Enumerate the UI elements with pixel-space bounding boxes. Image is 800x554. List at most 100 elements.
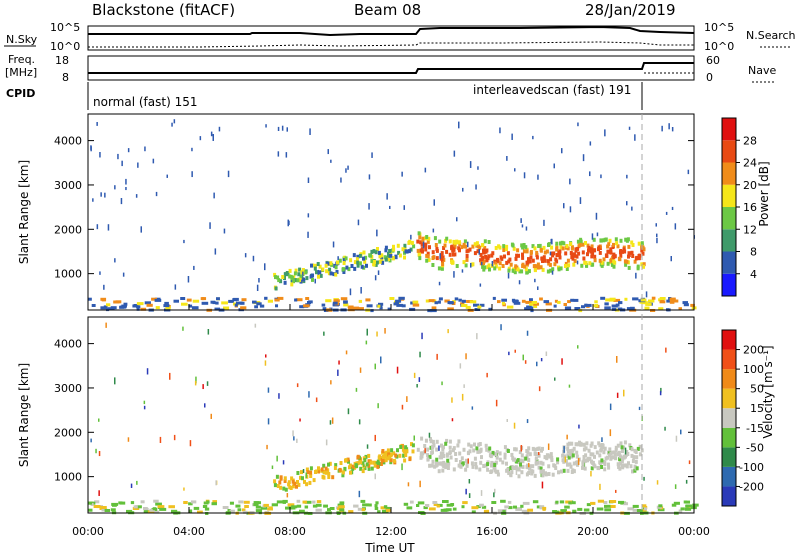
power-scatter-cell	[309, 128, 311, 135]
power-ground-cell	[214, 307, 221, 311]
vel-echo-cell	[288, 485, 292, 490]
vel-ground-cell	[204, 507, 210, 511]
colorbar-tick-label: -200	[739, 480, 764, 493]
vel-band-cell	[603, 462, 607, 467]
power-scatter-cell	[563, 203, 565, 209]
vel-band-cell	[429, 439, 433, 444]
power-echo-cell	[342, 270, 346, 274]
power-band-cell	[535, 253, 539, 257]
vel-band-cell	[509, 473, 513, 478]
power-echo-cell	[293, 271, 297, 276]
power-scatter-cell	[596, 232, 599, 237]
power-band-cell	[481, 264, 485, 269]
vel-scatter-cell	[465, 353, 467, 360]
vel-echo-cell	[317, 469, 320, 474]
power-echo-cell	[318, 270, 322, 275]
vel-ground-cell	[658, 504, 663, 508]
vel-band-cell	[572, 461, 576, 466]
vel-band-cell	[527, 458, 531, 462]
power-band-cell	[571, 256, 575, 261]
vel-ground-cell	[338, 505, 345, 509]
vel-scatter-cell	[547, 443, 550, 450]
power-echo-cell	[294, 278, 298, 283]
power-echo-cell	[347, 267, 351, 272]
colorbar-tick-label: 50	[750, 383, 764, 396]
power-echo-cell	[401, 247, 405, 252]
vel-echo-cell	[305, 467, 309, 472]
vel-band-cell	[586, 456, 590, 461]
vel-scatter-cell	[506, 419, 508, 423]
power-ground-cell	[365, 298, 371, 302]
vel-scatter-cell	[127, 437, 130, 442]
vel-scatter-cell	[345, 350, 348, 355]
power-scatter-cell	[152, 158, 155, 164]
power-band-cell	[448, 239, 452, 244]
power-scatter-cell	[628, 126, 631, 130]
vel-scatter-cell	[416, 384, 418, 388]
power-ground-cell	[325, 299, 332, 303]
vel-band-cell	[602, 450, 606, 455]
vel-echo-cell	[322, 470, 326, 474]
nsky-tick-top: 10^5	[50, 21, 80, 34]
y-tick-label: 1000	[54, 471, 82, 484]
vel-ground-cell	[627, 507, 635, 511]
power-band-cell	[463, 239, 467, 244]
vel-ground-cell	[586, 503, 591, 507]
power-ground-cell	[645, 302, 652, 306]
power-band-cell	[619, 253, 623, 258]
vel-band-cell	[606, 462, 610, 467]
power-scatter-cell	[345, 168, 347, 173]
vel-echo-cell	[355, 464, 359, 468]
power-band-cell	[617, 256, 621, 261]
vel-echo-cell	[347, 459, 350, 464]
vel-band-cell	[574, 442, 578, 447]
vel-echo-cell	[386, 455, 390, 460]
power-band-cell	[458, 240, 461, 245]
power-band-cell	[512, 246, 516, 251]
vel-band-cell	[524, 456, 528, 461]
power-band-cell	[640, 248, 644, 253]
colorbar-segment	[722, 140, 736, 163]
vel-band-cell	[525, 472, 529, 477]
power-band-cell	[572, 252, 576, 257]
vel-scatter-cell	[538, 386, 541, 392]
power-band-cell	[623, 249, 627, 254]
vel-band-cell	[445, 453, 449, 458]
power-ground-cell	[274, 298, 280, 302]
power-echo-cell	[299, 274, 303, 279]
power-echo-cell	[392, 244, 395, 249]
power-band-cell	[606, 261, 610, 266]
vel-band-cell	[576, 442, 580, 447]
power-ground-cell	[233, 297, 239, 301]
vel-band-cell	[509, 465, 513, 470]
vel-ground-cell	[304, 500, 312, 504]
vel-ground-cell	[380, 506, 387, 510]
power-band-cell	[609, 247, 613, 252]
power-scatter-cell	[174, 284, 177, 290]
power-band-cell	[421, 238, 425, 243]
power-ground-cell	[492, 296, 496, 300]
power-ground-cell	[110, 306, 117, 310]
vel-band-cell	[593, 445, 597, 450]
vel-band-cell	[513, 457, 517, 462]
vel-band-cell	[442, 462, 446, 467]
vel-scatter-cell	[584, 442, 586, 450]
power-band-cell	[506, 251, 510, 256]
vel-echo-cell	[314, 470, 317, 474]
vel-ground-cell	[623, 502, 629, 506]
vel-ground-cell	[361, 508, 366, 512]
power-echo-cell	[341, 267, 345, 272]
power-band-cell	[435, 256, 439, 261]
vel-band-cell	[494, 460, 498, 465]
vel-band-cell	[590, 441, 594, 446]
power-ground-cell	[140, 307, 147, 311]
vel-ground-cell	[375, 501, 379, 505]
power-ground-cell	[396, 303, 403, 307]
power-scatter-cell	[553, 163, 555, 169]
power-ground-cell	[106, 303, 111, 307]
power-echo-cell	[338, 258, 342, 263]
power-scatter-cell	[302, 271, 304, 276]
vel-band-cell	[550, 455, 554, 460]
power-band-cell	[589, 249, 593, 254]
vel-band-cell	[571, 468, 575, 473]
